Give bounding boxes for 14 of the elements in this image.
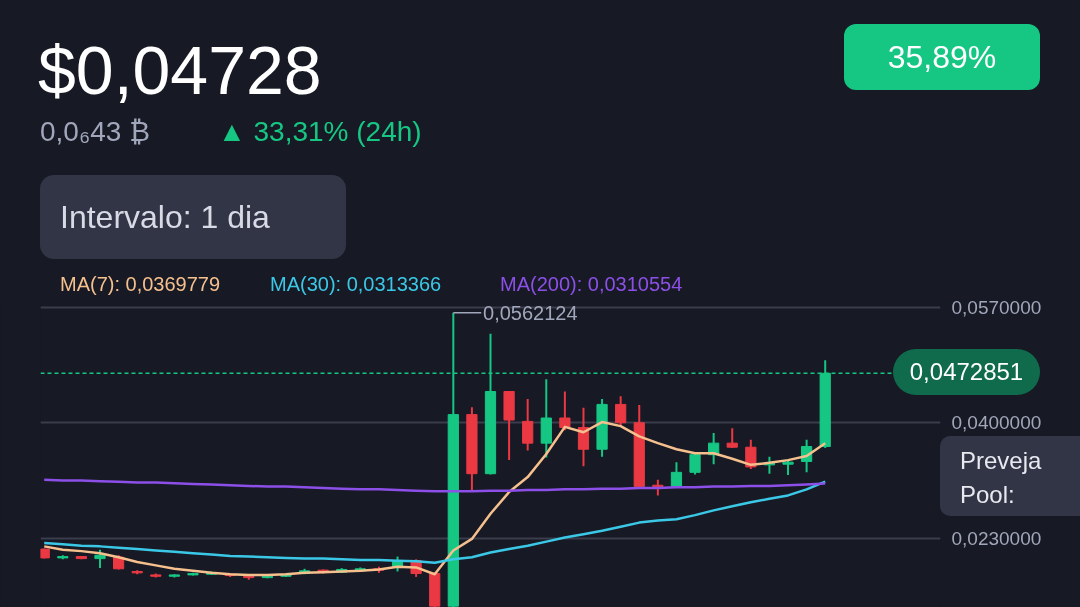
text: Intervalo: 1 dia <box>40 175 346 259</box>
text: 0,0₆43 ₿ <box>40 115 150 149</box>
text: ▲ 33,31% (24h) <box>218 115 422 149</box>
y-tick-label: 0,0230000 <box>951 527 1042 549</box>
text: Preveja Pool: <box>940 436 1080 516</box>
ref-line-label: 0,0472851 <box>893 349 1040 395</box>
text: MA(200): 0,0310554 <box>500 272 683 297</box>
text: MA(30): 0,0313366 <box>270 272 442 297</box>
text: 35,89% <box>844 24 1040 90</box>
text: MA(7): 0,0369779 <box>60 272 221 297</box>
chart-title: $0,04728 <box>38 32 322 108</box>
y-tick-label: 0,0400000 <box>951 412 1042 434</box>
annotation: 0,0562124 <box>483 301 578 324</box>
y-tick-label: 0,0570000 <box>951 296 1042 318</box>
